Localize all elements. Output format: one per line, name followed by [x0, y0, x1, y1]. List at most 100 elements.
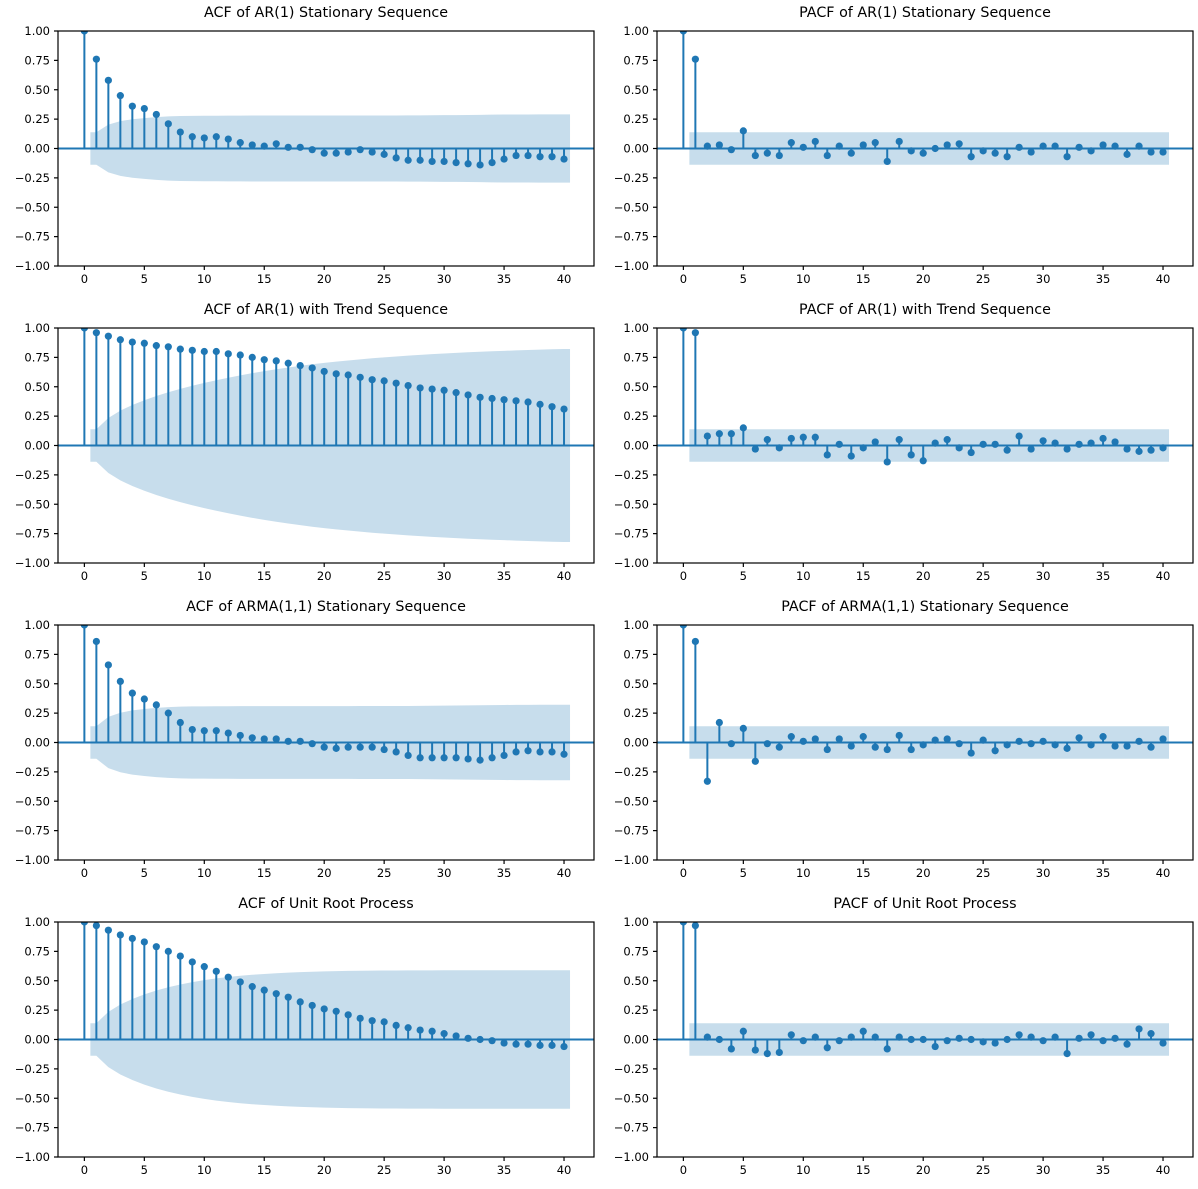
- x-tick-label: 30: [437, 1163, 452, 1177]
- y-tick-label: −0.75: [15, 824, 50, 838]
- y-tick-label: −0.75: [15, 527, 50, 541]
- markers: [679, 625, 1167, 785]
- y-tick-label: 0.75: [24, 350, 50, 364]
- x-tick-label: 10: [796, 569, 811, 583]
- x-tick-label: 5: [740, 272, 747, 286]
- x-tick-label: 15: [856, 1163, 871, 1177]
- y-tick-label: 1.00: [623, 618, 649, 632]
- y-tick-label: 0.00: [623, 142, 649, 156]
- y-tick-label: −0.25: [15, 1062, 50, 1076]
- y-tick-label: −0.25: [15, 765, 50, 779]
- chart-title: ACF of AR(1) Stationary Sequence: [203, 5, 449, 21]
- plot-area: [657, 31, 1193, 166]
- x-tick-label: 15: [856, 866, 871, 880]
- y-tick-label: −0.25: [614, 171, 649, 185]
- x-tick-label: 10: [197, 1163, 212, 1177]
- x-tick-label: 15: [856, 272, 871, 286]
- pacf-arma11-chart: 0 5 10 15 20 25 30 35 40 1.00 0.75 0.50 0.25 0.00 −0.2…: [614, 618, 1194, 880]
- x-tick-label: 5: [141, 1163, 148, 1177]
- y-tick-label: 0.50: [24, 380, 50, 394]
- x-tick-label: 10: [796, 1163, 811, 1177]
- x-tick-label: 40: [1156, 1163, 1171, 1177]
- y-tick-label: 0.00: [24, 736, 50, 750]
- x-tick-label: 20: [916, 272, 931, 286]
- y-tick-label: 0.00: [24, 1033, 50, 1047]
- markers: [679, 31, 1167, 166]
- y-tick-label: −0.25: [15, 171, 50, 185]
- plot-area: [657, 625, 1193, 785]
- x-tick-label: 25: [377, 1163, 392, 1177]
- x-tick-label: 30: [1036, 1163, 1051, 1177]
- markers: [679, 328, 1167, 466]
- y-tick-label: −0.75: [614, 527, 649, 541]
- x-tick-label: 20: [317, 569, 332, 583]
- tick-labels: 0 5 10 15 20 25 30 35 40 1.00 0.75 0.50 0.25 0.00 −0.2…: [15, 915, 572, 1177]
- tick-marks: [54, 624, 565, 864]
- x-tick-label: 25: [976, 866, 991, 880]
- markers: [80, 922, 568, 1051]
- y-tick-label: −0.50: [614, 1091, 649, 1105]
- y-tick-label: −0.75: [614, 1121, 649, 1135]
- y-tick-label: −1.00: [15, 853, 50, 867]
- x-tick-label: 35: [1096, 1163, 1111, 1177]
- chart-title: PACF of AR(1) with Trend Sequence: [799, 302, 1051, 318]
- tick-labels: 0 5 10 15 20 25 30 35 40 1.00 0.75 0.50 0.25 0.00 −0.2…: [614, 321, 1171, 583]
- y-tick-label: 0.25: [24, 1003, 50, 1017]
- x-tick-label: 40: [557, 569, 572, 583]
- y-tick-label: −0.50: [15, 794, 50, 808]
- y-tick-label: −0.50: [614, 497, 649, 511]
- plot-area: [58, 31, 594, 183]
- x-tick-label: 30: [437, 866, 452, 880]
- x-tick-label: 10: [197, 569, 212, 583]
- x-tick-label: 0: [680, 866, 687, 880]
- x-tick-label: 0: [680, 1163, 687, 1177]
- x-tick-label: 30: [1036, 569, 1051, 583]
- tick-labels: 0 5 10 15 20 25 30 35 40 1.00 0.75 0.50 0.25 0.00 −0.2…: [15, 24, 572, 286]
- subplot-pacf-ar1-trend: PACF of AR(1) with Trend Sequence 0 5 10 15…: [599, 297, 1198, 594]
- x-tick-label: 10: [197, 866, 212, 880]
- y-tick-label: 0.00: [24, 439, 50, 453]
- x-tick-label: 15: [257, 569, 272, 583]
- x-tick-label: 40: [1156, 569, 1171, 583]
- y-tick-label: 0.25: [623, 706, 649, 720]
- tick-labels: 0 5 10 15 20 25 30 35 40 1.00 0.75 0.50 0.25 0.00 −0.2…: [15, 321, 572, 583]
- y-tick-label: 1.00: [623, 915, 649, 929]
- x-tick-label: 25: [976, 1163, 991, 1177]
- x-tick-label: 40: [557, 272, 572, 286]
- y-tick-label: −0.50: [15, 1091, 50, 1105]
- x-tick-label: 5: [141, 569, 148, 583]
- markers: [80, 328, 568, 413]
- plot-area: [657, 922, 1193, 1058]
- y-tick-label: 0.75: [623, 350, 649, 364]
- y-tick-label: 0.75: [24, 53, 50, 67]
- pacf-ar1-trend-chart: 0 5 10 15 20 25 30 35 40 1.00 0.75 0.50 0.25 0.00 −0.2…: [614, 321, 1194, 583]
- tick-marks: [653, 327, 1164, 567]
- y-tick-label: −1.00: [614, 556, 649, 570]
- y-tick-label: −0.75: [15, 1121, 50, 1135]
- tick-labels: 0 5 10 15 20 25 30 35 40 1.00 0.75 0.50 0.25 0.00 −0.2…: [614, 24, 1171, 286]
- y-tick-label: −0.75: [614, 230, 649, 244]
- x-tick-label: 35: [1096, 866, 1111, 880]
- chart-title: PACF of AR(1) Stationary Sequence: [799, 5, 1051, 21]
- x-tick-label: 35: [497, 569, 512, 583]
- y-tick-label: 0.00: [623, 736, 649, 750]
- chart-title: PACF of ARMA(1,1) Stationary Sequence: [781, 599, 1069, 615]
- subplot-acf-ar1-stationary: ACF of AR(1) Stationary Sequence 0 5 10 15 2…: [0, 0, 599, 297]
- chart-title: ACF of ARMA(1,1) Stationary Sequence: [186, 599, 466, 615]
- y-tick-label: 0.75: [24, 647, 50, 661]
- x-tick-label: 20: [916, 569, 931, 583]
- x-tick-label: 40: [1156, 866, 1171, 880]
- x-tick-label: 25: [976, 569, 991, 583]
- y-tick-label: 1.00: [24, 24, 50, 38]
- plot-area: [58, 922, 594, 1109]
- y-tick-label: −0.25: [614, 1062, 649, 1076]
- y-tick-label: −1.00: [614, 853, 649, 867]
- y-tick-label: 0.25: [623, 1003, 649, 1017]
- x-tick-label: 35: [497, 1163, 512, 1177]
- x-tick-label: 25: [976, 272, 991, 286]
- x-tick-label: 30: [437, 272, 452, 286]
- plot-area: [657, 328, 1193, 466]
- x-tick-label: 5: [740, 1163, 747, 1177]
- x-tick-label: 35: [1096, 569, 1111, 583]
- pacf-unit-root-chart: 0 5 10 15 20 25 30 35 40 1.00 0.75 0.50 0.25 0.00 −0.2…: [614, 915, 1194, 1177]
